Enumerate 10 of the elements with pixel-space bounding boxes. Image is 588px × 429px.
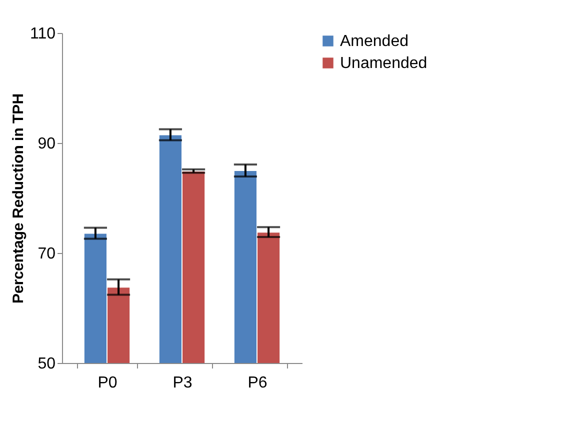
legend-label: Amended: [340, 33, 408, 50]
legend-label: Unamended: [340, 55, 428, 72]
x-tick-label: P0: [98, 374, 118, 392]
x-tick-label: P6: [248, 374, 268, 392]
y-axis-title: Percentage Reduction in TPH: [10, 93, 27, 304]
x-tick-label: P3: [172, 374, 192, 392]
y-tick-label: 90: [38, 136, 56, 152]
y-tick-label: 70: [38, 246, 56, 262]
y-tick-label: 110: [30, 26, 56, 42]
y-tick-label: 50: [38, 356, 56, 372]
